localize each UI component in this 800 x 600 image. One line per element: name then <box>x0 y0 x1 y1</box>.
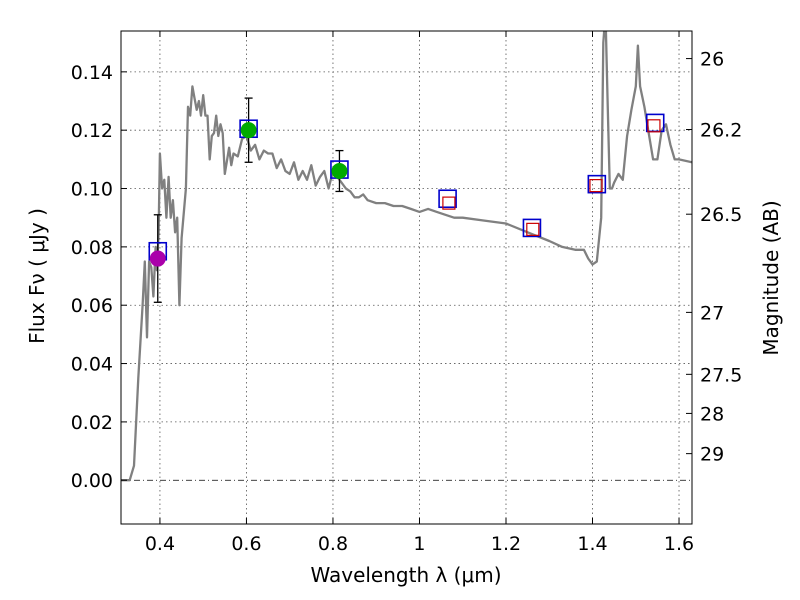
y-axis-label: Flux Fν ( μJy ) <box>25 208 49 344</box>
predicted-band-square <box>589 179 603 193</box>
x-tick-label: 1.2 <box>491 533 521 555</box>
x-tick-label: 1 <box>413 533 425 555</box>
y-axis-right-label: Magnitude (AB) <box>759 200 783 355</box>
grid-lines <box>121 31 692 524</box>
right-tick-label: 27 <box>700 302 724 324</box>
predicted-band-square <box>647 119 661 133</box>
predicted-band-square <box>442 196 456 210</box>
observed-point <box>240 122 257 139</box>
y-tick-label: 0.00 <box>71 470 113 492</box>
y-tick-label: 0.04 <box>71 354 113 376</box>
y-tick-label: 0.02 <box>71 412 113 434</box>
x-tick-label: 1.4 <box>577 533 607 555</box>
x-tick-label: 0.8 <box>318 533 348 555</box>
right-tick-label: 29 <box>700 444 724 466</box>
right-tick-label: 26 <box>700 49 724 71</box>
x-tick-label: 0.6 <box>231 533 261 555</box>
y-tick-label: 0.06 <box>71 295 113 317</box>
observed-point <box>149 250 166 267</box>
right-tick-label: 27.5 <box>700 364 742 386</box>
x-tick-label: 1.6 <box>664 533 694 555</box>
plot-frame <box>120 30 693 525</box>
y-tick-label: 0.12 <box>71 120 113 142</box>
x-tick-label: 0.4 <box>145 533 175 555</box>
y-tick-label: 0.14 <box>71 62 113 84</box>
x-axis-label: Wavelength λ (μm) <box>310 563 501 587</box>
model-band-square <box>587 174 607 194</box>
right-tick-label: 26.2 <box>700 120 742 142</box>
sed-model-line <box>121 31 692 482</box>
predicted-band-square <box>526 222 540 236</box>
right-tick-label: 28 <box>700 403 724 425</box>
right-tick-label: 26.5 <box>700 204 742 226</box>
model-band-square <box>522 218 542 238</box>
model-band-square <box>438 189 457 209</box>
y-tick-label: 0.08 <box>71 237 113 259</box>
observed-point <box>331 163 348 180</box>
y-tick-label: 0.10 <box>71 179 113 201</box>
data-markers <box>148 97 665 303</box>
axis-ticks: 0.4 0.6 0.8 1 1.2 1.4 1.6 0.00 0.02 0.04 0.06 0.08 0… <box>71 31 742 555</box>
model-band-square <box>645 113 665 133</box>
